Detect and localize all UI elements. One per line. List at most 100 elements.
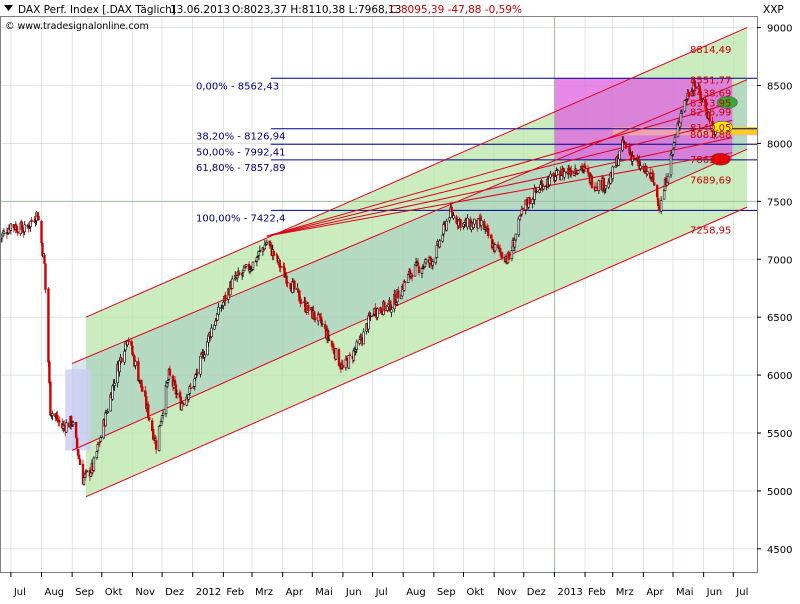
- candle-body: [257, 251, 261, 256]
- menu-arrow-icon[interactable]: [4, 5, 13, 11]
- fib-label: 100,00% - 7422,4: [196, 213, 285, 224]
- candle-body: [314, 317, 317, 321]
- candle-body: [175, 393, 179, 395]
- consolidation-box: [65, 369, 91, 451]
- x-tick-label: Mrz: [255, 587, 273, 598]
- candle-body: [147, 403, 150, 419]
- candle-body: [583, 165, 587, 169]
- candle-body: [570, 169, 573, 176]
- level-label: 8275,99: [690, 107, 731, 118]
- y-tick-label: 6500: [767, 313, 792, 324]
- candle-body: [272, 250, 275, 256]
- candle-body: [244, 264, 248, 267]
- x-tick-label: Aug: [406, 587, 426, 598]
- candle-body: [611, 166, 614, 179]
- candle-body: [286, 281, 289, 284]
- signal-marker: [710, 152, 731, 166]
- candle-body: [652, 172, 655, 183]
- candle-body: [285, 275, 288, 284]
- candle-body: [95, 451, 99, 459]
- y-tick-label: 9000: [767, 24, 792, 35]
- x-tick-label: Jun: [345, 587, 362, 598]
- channel-line: [85, 27, 748, 318]
- candle-body: [383, 301, 386, 312]
- candle-body: [137, 361, 140, 382]
- candle-body: [49, 381, 52, 416]
- candle-body: [23, 224, 26, 233]
- x-tick-label: Mrz: [616, 587, 634, 598]
- y-tick-label: 8000: [767, 139, 792, 150]
- candle-body: [265, 241, 269, 245]
- x-tick-label: Okt: [105, 587, 123, 598]
- x-axis: Jul Aug Sep Okt Nov Dez 2012 Feb Mrz Apr Mai Jun Jul…: [10, 572, 748, 598]
- candle-body: [20, 221, 23, 231]
- x-tick-label: Feb: [588, 587, 606, 598]
- candle-body: [466, 217, 469, 228]
- candle-body: [123, 350, 126, 363]
- candle-body: [445, 220, 448, 231]
- fib-label: 61,80% - 7857,89: [196, 163, 285, 174]
- resistance-band-yellow: [717, 127, 757, 135]
- x-tick-label: Sep: [75, 587, 94, 598]
- candle-body: [154, 440, 158, 450]
- candle-body: [556, 169, 559, 171]
- candle-body: [639, 165, 642, 169]
- quote-date: 13.06.2013: [170, 4, 230, 16]
- candle-body: [193, 378, 196, 387]
- candle-body: [690, 91, 693, 96]
- candle-body: [535, 190, 538, 193]
- candle-body: [659, 200, 663, 212]
- candle-body: [166, 380, 170, 383]
- candle-body: [255, 257, 259, 262]
- candle-body: [646, 171, 649, 175]
- candle-body: [75, 437, 79, 449]
- candle-body: [332, 347, 336, 354]
- candle-body: [258, 250, 262, 252]
- candle-body: [199, 355, 202, 375]
- y-tick-label: 5500: [767, 429, 792, 440]
- fib-zone: [554, 78, 733, 160]
- candle-body: [341, 365, 345, 368]
- level-label: 8438,69: [690, 89, 731, 100]
- candle-body: [43, 254, 46, 264]
- candle-body: [16, 231, 19, 234]
- copyright-text: © www.tradesignalonline.com: [5, 21, 149, 32]
- candle-body: [189, 387, 192, 389]
- candle-body: [662, 189, 666, 200]
- x-tick-label: Mai: [315, 587, 333, 598]
- candle-body: [390, 309, 393, 313]
- candle-body: [493, 244, 497, 252]
- candle-body: [538, 189, 541, 193]
- candle-body: [576, 170, 580, 174]
- candle-body: [237, 272, 241, 276]
- candle-body: [187, 394, 190, 400]
- candle-body: [58, 419, 61, 423]
- y-axis: 4500 5000 5500 6000 6500 7000 7500 8000 8500 9000: [757, 24, 792, 556]
- candle-body: [2, 230, 6, 234]
- chart-labels: 0,00% - 8562,43 38,20% - 8126,94 50,00% - …: [196, 45, 731, 236]
- candle-body: [231, 278, 234, 289]
- candle-body: [127, 339, 130, 343]
- candle-body: [403, 281, 407, 283]
- candle-body: [618, 150, 621, 160]
- candle-body: [164, 385, 168, 415]
- x-tick-label: Dez: [165, 587, 184, 598]
- x-tick-label: Okt: [466, 587, 484, 598]
- level-label: 8551,77: [690, 76, 731, 87]
- candle-body: [78, 459, 82, 466]
- candle-body: [217, 306, 220, 316]
- candle-body: [210, 327, 213, 337]
- signal-marker: [717, 96, 738, 109]
- candle-body: [521, 207, 524, 210]
- x-tick-label: Aug: [45, 587, 65, 598]
- level-label: 7689,69: [690, 175, 731, 186]
- candle-body: [614, 165, 617, 168]
- candle-body: [656, 198, 660, 207]
- candle-body: [597, 180, 601, 192]
- candle-body: [424, 259, 428, 264]
- candle-body: [623, 141, 626, 144]
- candle-body: [345, 357, 349, 361]
- instrument-title: DAX Perf. Index [.DAX Täglich]: [18, 4, 176, 16]
- candle-body: [434, 257, 438, 263]
- candle-body: [473, 218, 476, 225]
